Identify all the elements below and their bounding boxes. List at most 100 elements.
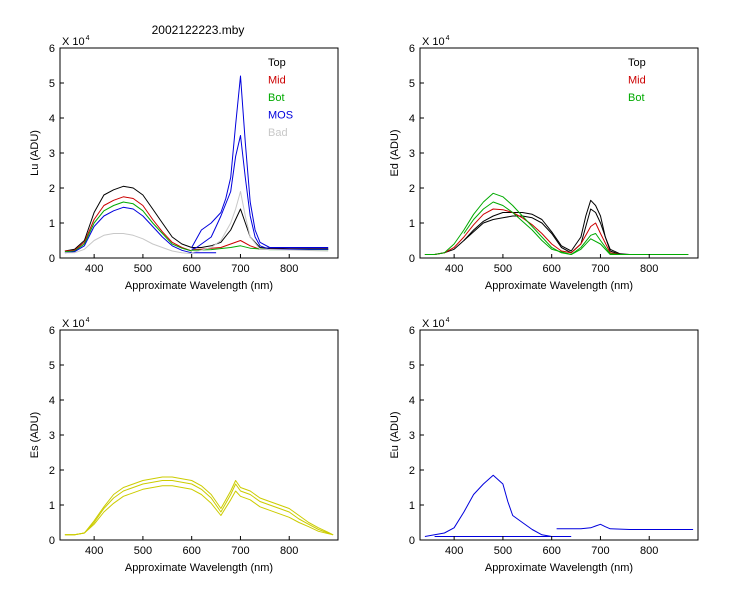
x-tick-label: 600	[543, 545, 561, 557]
axes-frame	[59, 47, 339, 259]
y-tick-label: 0	[409, 535, 415, 547]
legend-bot: Bot	[628, 92, 645, 104]
y-tick-label: 1	[409, 218, 415, 230]
legend-bot: Bot	[268, 92, 285, 104]
x-tick-label: 500	[494, 263, 512, 275]
x-tick-label: 700	[591, 545, 609, 557]
y-tick-label: 2	[49, 465, 55, 477]
y-tick-label: 4	[409, 113, 415, 125]
legend-mid: Mid	[628, 75, 646, 87]
x-axis-label: Approximate Wavelength (nm)	[485, 562, 633, 574]
y-tick-label: 5	[409, 360, 415, 372]
series-line-bot-1	[463, 201, 689, 255]
series-line-mid-0	[424, 208, 689, 255]
x-tick-label: 800	[640, 545, 658, 557]
x-tick-label: 600	[543, 263, 561, 275]
y-tick-label: 3	[49, 430, 55, 442]
x-tick-label: 400	[445, 263, 463, 275]
figure-title: 2002122223.mby	[152, 23, 245, 37]
y-axis-label: Es (ADU)	[29, 412, 41, 458]
y-axis-label: Lu (ADU)	[29, 130, 41, 176]
series-line-es-0	[64, 480, 334, 536]
x-tick-label: 400	[85, 545, 103, 557]
y-tick-label: 5	[49, 360, 55, 372]
series-line-top-1	[463, 208, 621, 255]
legend-mid: Mid	[268, 75, 286, 87]
x-tick-label: 500	[134, 545, 152, 557]
y-multiplier: X 104	[62, 35, 90, 48]
y-tick-label: 3	[409, 148, 415, 160]
y-tick-label: 2	[49, 183, 55, 195]
series-line-eu-0	[424, 474, 552, 537]
y-tick-label: 6	[409, 325, 415, 337]
y-tick-label: 5	[409, 78, 415, 90]
legend-bad: Bad	[268, 127, 288, 139]
axes-frame	[59, 329, 339, 541]
x-axis-label: Approximate Wavelength (nm)	[485, 280, 633, 292]
x-tick-label: 400	[85, 263, 103, 275]
x-tick-label: 600	[183, 545, 201, 557]
series-line-bad-1	[191, 191, 329, 254]
y-tick-label: 2	[409, 183, 415, 195]
y-tick-label: 3	[49, 148, 55, 160]
y-tick-label: 4	[49, 113, 55, 125]
legend-top: Top	[628, 57, 646, 69]
y-tick-label: 1	[49, 500, 55, 512]
series-line-mos-2	[191, 135, 329, 250]
series-line-mid-0	[64, 196, 192, 252]
series-line-top-0	[64, 185, 192, 252]
chart-lu: 400 500 600 700 800 0 1 2 3 4 5 6 X 104 Approximate W…	[29, 35, 339, 292]
axes-frame	[419, 329, 699, 541]
y-tick-label: 1	[49, 218, 55, 230]
x-tick-label: 800	[640, 263, 658, 275]
y-multiplier: X 104	[422, 35, 450, 48]
x-tick-label: 500	[134, 263, 152, 275]
series-line-bot-0	[424, 192, 689, 255]
series-group	[64, 75, 329, 255]
y-tick-label: 0	[49, 253, 55, 265]
chart-ed: 400 500 600 700 800 0 1 2 3 4 5 6 X 104 Approximate W…	[389, 35, 699, 292]
y-tick-label: 4	[409, 395, 415, 407]
x-axis-label: Approximate Wavelength (nm)	[125, 280, 273, 292]
series-line-bad-0	[64, 233, 192, 255]
x-tick-label: 700	[591, 263, 609, 275]
y-tick-label: 4	[49, 395, 55, 407]
series-line-eu-2	[556, 523, 694, 530]
y-tick-label: 6	[49, 325, 55, 337]
x-tick-label: 800	[280, 545, 298, 557]
series-line-es-2	[64, 476, 334, 536]
chart-es: 400 500 600 700 800 0 1 2 3 4 5 6 X 104 Approximate W…	[29, 317, 339, 574]
x-tick-label: 400	[445, 545, 463, 557]
x-tick-label: 800	[280, 263, 298, 275]
series-line-bot-0	[64, 201, 192, 253]
legend-mos: MOS	[268, 110, 293, 122]
series-line-es-1	[64, 485, 334, 536]
legend-top: Top	[268, 57, 286, 69]
y-tick-label: 0	[49, 535, 55, 547]
series-line-mos-0	[64, 206, 192, 254]
axes-frame	[419, 47, 699, 259]
x-tick-label: 500	[494, 545, 512, 557]
x-axis-label: Approximate Wavelength (nm)	[125, 562, 273, 574]
y-tick-label: 0	[409, 253, 415, 265]
y-multiplier: X 104	[422, 317, 450, 330]
series-group	[424, 474, 694, 537]
y-tick-label: 6	[49, 43, 55, 55]
series-line-top-0	[424, 199, 689, 255]
series-group	[64, 476, 334, 536]
series-line-top-1	[191, 208, 329, 250]
y-tick-label: 5	[49, 78, 55, 90]
y-axis-label: Eu (ADU)	[389, 411, 401, 458]
y-tick-label: 6	[409, 43, 415, 55]
series-group	[424, 192, 689, 255]
y-tick-label: 1	[409, 500, 415, 512]
chart-eu: 400 500 600 700 800 0 1 2 3 4 5 6 X 104 Approximate W…	[389, 317, 699, 574]
series-line-mos-1	[191, 75, 329, 248]
y-tick-label: 2	[409, 465, 415, 477]
y-axis-label: Ed (ADU)	[389, 129, 401, 176]
y-multiplier: X 104	[62, 317, 90, 330]
x-tick-label: 700	[231, 545, 249, 557]
x-tick-label: 700	[231, 263, 249, 275]
